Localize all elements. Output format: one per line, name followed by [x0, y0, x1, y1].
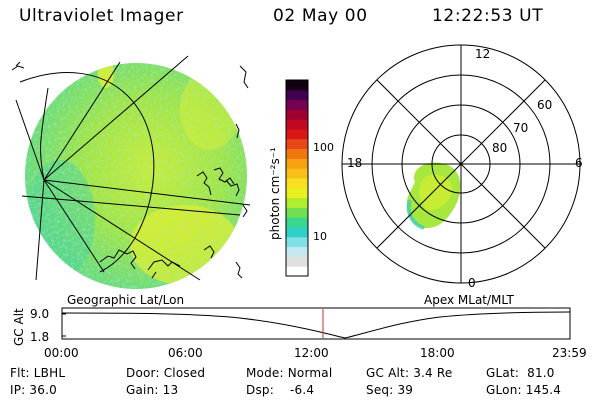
alt-xtick-1: 06:00 — [168, 346, 203, 360]
left-panel-caption: Geographic Lat/Lon — [67, 293, 185, 307]
alt-xtick-2: 12:00 — [294, 346, 329, 360]
colorbar-swatch — [286, 119, 308, 130]
colorbar-swatch — [286, 168, 308, 179]
instrument-title: Ultraviolet Imager — [19, 6, 184, 26]
colorbar-tick-high: 100 — [313, 141, 334, 154]
colorbar-swatch — [286, 236, 308, 248]
colorbar-tick-low: 10 — [313, 230, 327, 243]
info-filter: Flt: LBHL — [10, 366, 66, 380]
colorbar-swatch — [286, 99, 308, 110]
alt-xtick-3: 18:00 — [420, 346, 455, 360]
info-seq: Seq: 39 — [366, 383, 414, 397]
earth-disk-image — [25, 63, 247, 289]
altitude-curve — [61, 311, 571, 339]
info-dsp: Dsp: -6.4 — [246, 383, 315, 397]
mlt-label-6: 6 — [575, 156, 583, 170]
alt-xtick-0: 00:00 — [44, 346, 79, 360]
colorbar-swatch — [286, 129, 308, 140]
info-door: Door: Closed — [126, 366, 206, 380]
colorbar-swatch — [286, 138, 308, 150]
alt-ytick-low: 1.8 — [30, 330, 50, 344]
colorbar — [285, 79, 309, 277]
mlt-label-12: 12 — [475, 47, 491, 61]
colorbar-swatch — [286, 266, 308, 277]
colorbar-swatch — [286, 256, 308, 267]
colorbar-swatch — [286, 148, 308, 159]
colorbar-swatch — [286, 246, 308, 257]
colorbar-swatch — [286, 80, 308, 91]
colorbar-swatch — [286, 227, 308, 238]
right-panel-caption: Apex MLat/MLT — [424, 293, 514, 307]
colorbar-swatch — [286, 207, 308, 218]
info-glat: GLat: 81.0 — [486, 366, 555, 380]
lat-label-70: 70 — [513, 121, 529, 135]
colorbar-swatch — [286, 187, 308, 199]
info-mode: Mode: Normal — [246, 366, 333, 380]
image-date: 02 May 00 — [273, 6, 368, 26]
polar-grid — [341, 44, 581, 284]
colorbar-swatch — [286, 197, 308, 208]
geographic-grid — [15, 55, 251, 281]
lat-label-80: 80 — [492, 141, 508, 155]
info-gc-alt: GC Alt: 3.4 Re — [366, 366, 453, 380]
coastline-contours — [11, 61, 249, 279]
colorbar-swatch — [286, 89, 308, 101]
alt-xtick-4: 23:59 — [552, 346, 587, 360]
lat-label-60: 60 — [537, 98, 553, 112]
altitude-strip-plot — [61, 307, 571, 340]
colorbar-swatch — [286, 158, 308, 169]
colorbar-swatch — [286, 178, 308, 189]
alt-ytick-high: 9.0 — [30, 307, 50, 321]
info-ip: IP: 36.0 — [10, 383, 57, 397]
mlt-label-18: 18 — [347, 156, 363, 170]
polar-aurora-image — [406, 162, 461, 230]
mlt-label-0: 0 — [468, 276, 476, 290]
colorbar-unit-label: photon cm⁻²s⁻¹ — [268, 147, 282, 240]
info-glon: GLon: 145.4 — [486, 383, 562, 397]
colorbar-swatch — [286, 109, 308, 120]
colorbar-swatch — [286, 217, 308, 228]
info-gain: Gain: 13 — [126, 383, 179, 397]
image-time: 12:22:53 UT — [432, 6, 544, 26]
